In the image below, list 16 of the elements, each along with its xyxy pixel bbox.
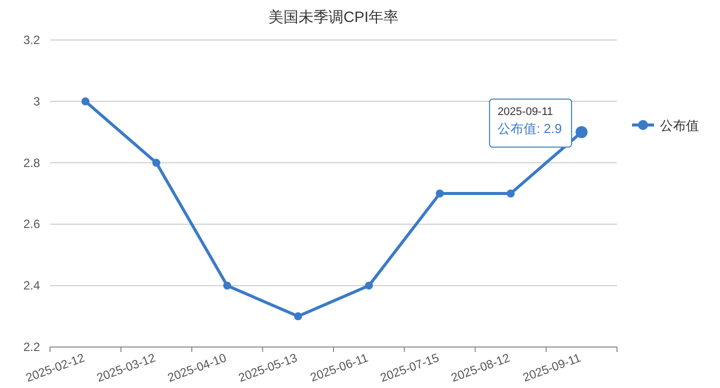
annotation: 2025-09-11 公布值: 2.9 [498,106,562,136]
point [81,97,90,106]
point [223,282,232,290]
y-tick-label: 3 [33,94,40,108]
y-tick-label: 2.6 [23,217,40,232]
legend-label: 公布值 [660,118,699,133]
y-tick-label: 2.4 [23,278,40,293]
y-tick-label: 2.8 [23,156,40,170]
point [294,312,302,320]
chart-title: 美国未季调CPI年率 [268,9,399,26]
point [436,190,444,198]
point [364,282,373,290]
y-tick-label: 3.2 [23,33,40,47]
point [152,158,160,167]
y-tick-label: 2.2 [23,340,40,354]
point [506,190,515,198]
